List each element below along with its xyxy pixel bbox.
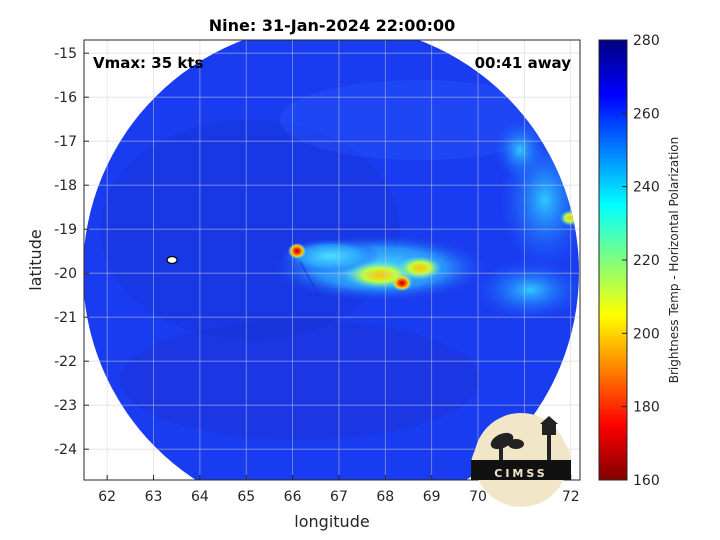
- axes-frame: [83, 39, 581, 481]
- y-tick-label: -20: [54, 266, 77, 282]
- y-axis: -15 -16 -17 -18 -19 -20 -21 -22 -23 -24: [54, 46, 89, 458]
- vmax-annotation: Vmax: 35 kts: [93, 54, 203, 72]
- y-tick-label: -15: [54, 46, 77, 62]
- x-tick-label: 63: [145, 489, 163, 505]
- x-tick-label: 62: [98, 489, 116, 505]
- colorbar-tick-label: 160: [633, 473, 660, 489]
- x-tick-label: 67: [330, 489, 348, 505]
- colorbar-tick-label: 180: [633, 400, 660, 416]
- y-tick-label: -19: [54, 222, 77, 238]
- colorbar-tick-label: 220: [633, 253, 660, 269]
- x-tick-label: 64: [191, 489, 209, 505]
- y-tick-label: -23: [54, 398, 77, 414]
- x-tick-label: 69: [423, 489, 441, 505]
- y-axis-label: latitude: [26, 229, 45, 290]
- y-tick-label: -22: [54, 354, 77, 370]
- colorbar-label: Brightness Temp - Horizontal Polarizatio…: [667, 137, 681, 384]
- y-tick-label: -18: [54, 178, 77, 194]
- x-tick-label: 65: [237, 489, 255, 505]
- y-tick-label: -21: [54, 310, 77, 326]
- y-tick-label: -24: [54, 442, 77, 458]
- colorbar-tick-label: 280: [633, 33, 660, 49]
- x-tick-label: 72: [562, 489, 580, 505]
- storm-center-marker: [166, 255, 178, 265]
- x-tick-label: 66: [284, 489, 302, 505]
- x-tick-label: 68: [376, 489, 394, 505]
- colorbar-ticks: 280 260 240 220 200 180 160: [622, 33, 660, 489]
- chart-title: Nine: 31-Jan-2024 22:00:00: [209, 16, 455, 35]
- time-away-annotation: 00:41 away: [475, 54, 572, 72]
- y-tick-label: -17: [54, 134, 77, 150]
- x-axis-label: longitude: [294, 512, 369, 531]
- x-tick-label: 70: [469, 489, 487, 505]
- colorbar-tick-label: 200: [633, 326, 660, 342]
- logo-text: CIMSS: [494, 467, 547, 480]
- satellite-swath: [84, 40, 579, 480]
- cimss-logo: CIMSS: [471, 413, 571, 507]
- colorbar-tick-label: 240: [633, 180, 660, 196]
- colorbar-tick-label: 260: [633, 106, 660, 122]
- y-tick-label: -16: [54, 90, 77, 106]
